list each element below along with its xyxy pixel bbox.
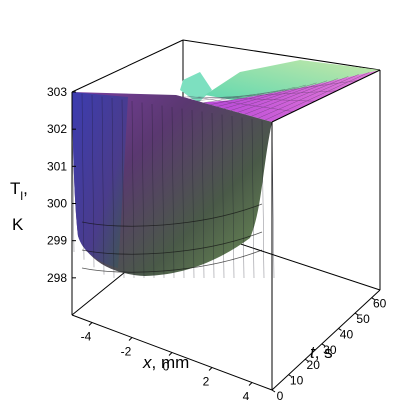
x-tick-label: 2 <box>203 375 210 389</box>
frame-edge <box>271 289 381 391</box>
grid-line <box>251 76 349 117</box>
frame-edge <box>271 69 381 123</box>
mesh-line <box>251 118 255 279</box>
mesh-line <box>111 97 115 279</box>
t-tick-mark <box>304 358 309 362</box>
x-tick-mark <box>128 337 133 341</box>
mesh-line <box>121 99 125 279</box>
t-tick-mark <box>338 328 342 331</box>
x-axis-ticks: -4 -2 0 2 4 <box>81 322 253 400</box>
mesh-line <box>171 106 175 279</box>
surface-contour <box>81 203 263 227</box>
z-tick-label: 302 <box>47 122 67 136</box>
mesh-line <box>161 105 165 279</box>
t-axis-label: t, s <box>310 343 333 362</box>
surface-contour <box>81 231 263 255</box>
surface-back-patch <box>180 72 212 103</box>
mesh-line <box>231 115 235 279</box>
grid-line <box>187 95 294 112</box>
grid-line <box>209 90 337 99</box>
mesh-line <box>191 109 195 279</box>
t-tick-mark <box>321 343 326 347</box>
t-tick-label: 10 <box>290 374 304 388</box>
plateau-grid <box>182 71 370 121</box>
t-tick-label: 20 <box>307 358 321 372</box>
t-tick-label: 60 <box>373 297 387 311</box>
x-tick-label: 0 <box>163 360 170 374</box>
t-tick-mark <box>371 297 375 301</box>
mesh-line <box>141 102 145 279</box>
x-tick-label: -4 <box>81 330 92 344</box>
grid-line <box>258 74 359 119</box>
x-tick-mark <box>168 352 173 356</box>
t-tick-mark <box>354 312 359 316</box>
grid-line <box>265 71 370 121</box>
z-tick-label: 303 <box>47 85 67 99</box>
frame-edge <box>71 39 184 93</box>
x-tick-mark <box>88 322 93 326</box>
surface-contour <box>81 249 263 273</box>
z-axis-label: Tl, <box>10 179 28 203</box>
z-axis-unit: K <box>12 215 24 234</box>
surface-right-ridge <box>205 60 380 100</box>
x-axis-label: x, mm <box>142 353 189 372</box>
t-tick-label: 30 <box>323 343 337 357</box>
mesh-line <box>91 94 95 268</box>
grid-line <box>237 80 328 113</box>
x-tick-label: -2 <box>121 345 132 359</box>
z-axis-ticks: 298 299 300 301 302 303 <box>47 85 76 285</box>
t-tick-label: 40 <box>340 327 354 341</box>
z-tick-label: 298 <box>47 271 67 285</box>
mesh-line <box>131 100 135 279</box>
z-tick-label: 301 <box>47 159 67 173</box>
z-tick-label: 300 <box>47 197 67 211</box>
z-tick-label: 299 <box>47 234 67 248</box>
temperature-surface <box>71 60 380 279</box>
grid-line <box>220 80 359 100</box>
mesh-line <box>201 111 205 279</box>
grid-line <box>223 84 307 109</box>
mesh-line <box>81 93 85 260</box>
mesh-line <box>211 112 215 279</box>
x-tick-mark <box>208 367 213 371</box>
frame-edge <box>182 39 381 71</box>
mesh-line <box>151 103 155 279</box>
t-tick-mark <box>271 389 276 393</box>
mesh-line <box>261 120 265 279</box>
surface-left-wall <box>72 92 128 268</box>
grid-line <box>217 86 296 107</box>
mesh-line <box>241 117 245 279</box>
x-tick-mark <box>248 382 253 386</box>
surface-mesh <box>71 91 275 279</box>
t-tick-mark <box>288 374 292 378</box>
grid-line <box>230 82 317 111</box>
surface-top-plateau <box>176 70 380 122</box>
mesh-line <box>101 96 105 275</box>
t-tick-label: 0 <box>277 389 284 400</box>
x-tick-label: 4 <box>243 390 250 400</box>
mesh-line <box>181 108 185 279</box>
mesh-line <box>221 114 225 279</box>
grid-line <box>244 78 338 115</box>
t-tick-label: 50 <box>356 312 370 326</box>
